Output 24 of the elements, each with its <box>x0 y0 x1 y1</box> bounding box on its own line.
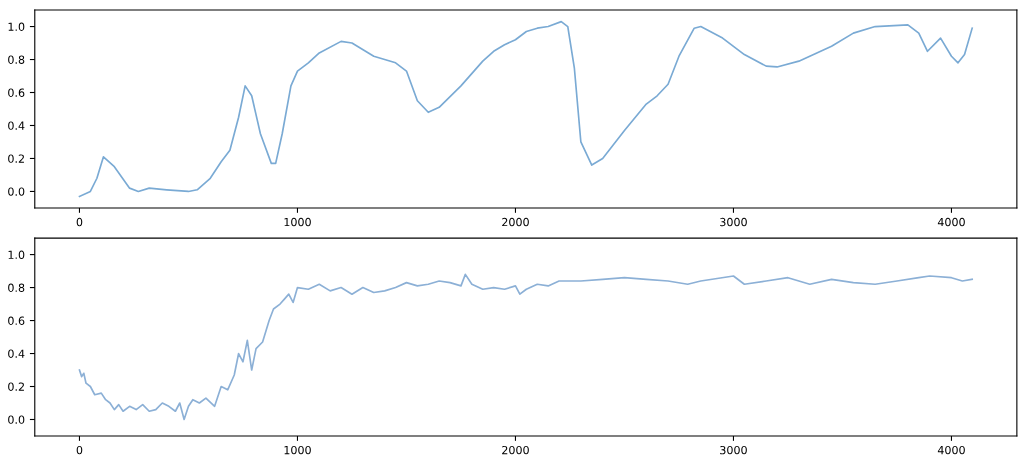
x-tick-label: 1000 <box>284 217 311 227</box>
y-tick-label: 0.0 <box>8 187 25 196</box>
y-tick-label: 1.0 <box>8 250 25 259</box>
x-tick-label: 3000 <box>720 217 747 227</box>
x-tick-label: 0 <box>76 217 83 227</box>
x-tick-label: 4000 <box>937 445 965 455</box>
line-series <box>78 20 974 198</box>
y-tick-label: 0.8 <box>8 55 25 64</box>
x-tick-label: 3000 <box>720 445 747 455</box>
x-tick-label: 2000 <box>502 445 529 455</box>
y-tick-label: 0.2 <box>8 382 24 391</box>
y-tick-label: 0.6 <box>8 88 25 97</box>
y-tick-label: 0.4 <box>8 121 25 130</box>
y-tick-label: 0.2 <box>8 154 24 163</box>
x-tick-label: 2000 <box>502 217 529 227</box>
y-tick-label: 0.6 <box>8 316 25 325</box>
y-tick-label: 0.4 <box>8 349 25 358</box>
y-tick-label: 1.0 <box>8 22 25 31</box>
x-tick-label: 4000 <box>937 217 965 227</box>
x-tick-label: 0 <box>76 445 83 455</box>
y-tick-label: 0.0 <box>8 415 25 424</box>
x-tick-label: 1000 <box>284 445 311 455</box>
line-series <box>78 273 974 421</box>
y-tick-label: 0.8 <box>8 283 25 292</box>
